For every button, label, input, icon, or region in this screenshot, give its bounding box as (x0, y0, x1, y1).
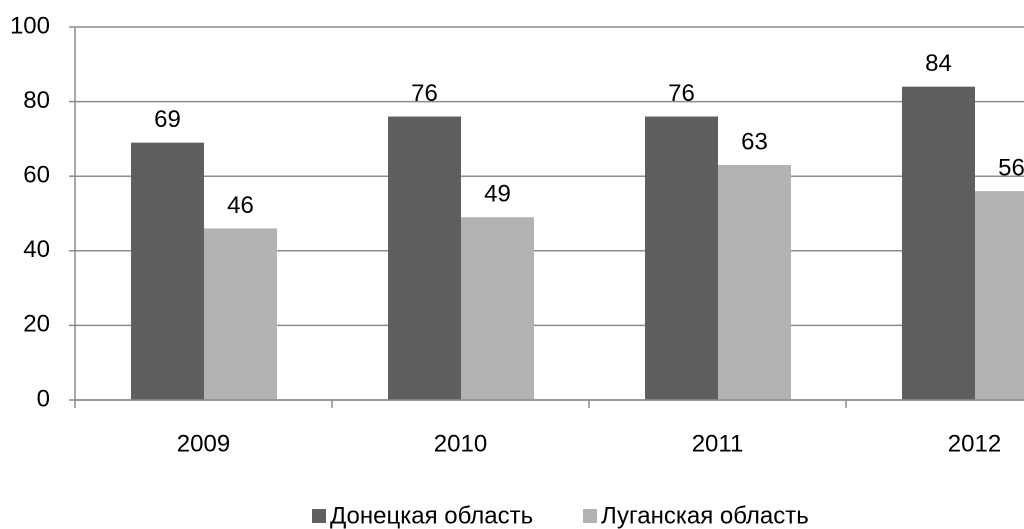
bar (902, 86, 975, 401)
x-tick-label: 2009 (177, 430, 230, 457)
bar (645, 116, 718, 401)
x-tick-label: 2012 (948, 430, 1001, 457)
legend-swatch (312, 509, 326, 523)
bar (388, 116, 461, 401)
bar (204, 228, 277, 400)
x-tick-label: 2010 (434, 430, 487, 457)
y-tick-label: 0 (37, 385, 50, 412)
bar (461, 217, 534, 400)
value-label: 76 (668, 80, 695, 107)
value-label: 69 (154, 106, 181, 133)
legend-label: Донецкая область (330, 502, 533, 529)
bar (975, 191, 1024, 400)
legend-swatch (583, 509, 597, 523)
legend-label: Луганская область (601, 502, 809, 529)
value-label: 56 (998, 154, 1024, 181)
y-tick-label: 40 (23, 236, 50, 263)
value-label: 46 (227, 192, 254, 219)
bar (131, 142, 204, 400)
y-tick-label: 60 (23, 162, 50, 189)
y-tick-label: 100 (10, 12, 50, 39)
value-label: 49 (484, 181, 511, 208)
bar (718, 165, 791, 400)
x-tick-label: 2011 (692, 430, 744, 457)
value-label: 76 (411, 80, 438, 107)
y-tick-label: 20 (23, 311, 50, 338)
y-tick-label: 80 (23, 87, 50, 114)
value-label: 84 (925, 50, 952, 77)
value-label: 63 (741, 128, 768, 155)
